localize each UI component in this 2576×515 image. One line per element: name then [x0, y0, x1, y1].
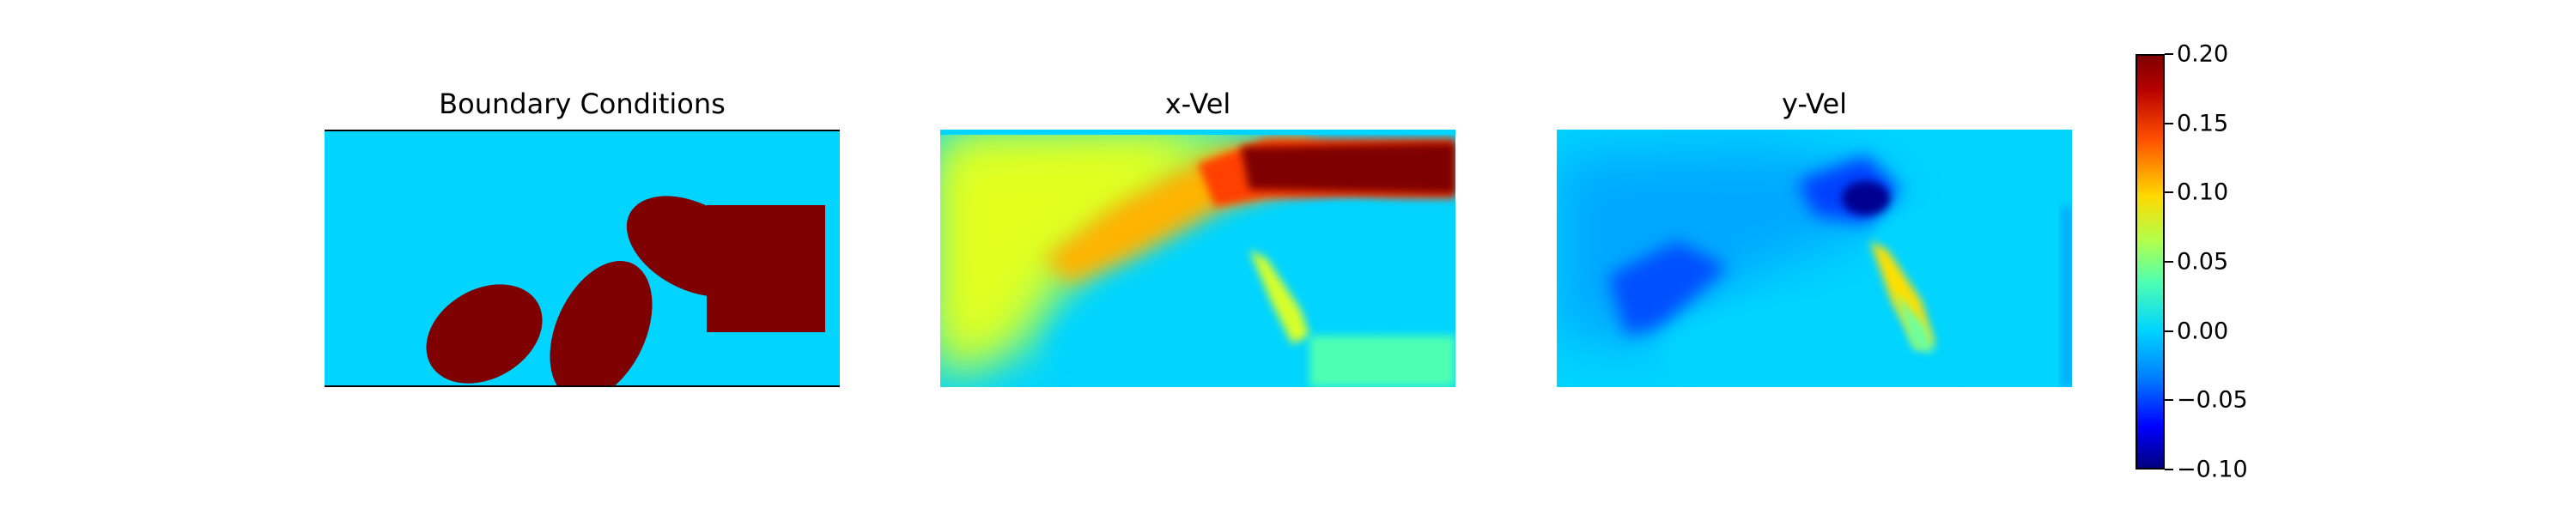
colorbar-tick-mark: [2165, 399, 2173, 402]
colorbar-tick-label: 0.20: [2177, 40, 2229, 68]
yvel-min-spot: [1842, 181, 1890, 215]
colorbar-tick-mark: [2165, 191, 2173, 194]
colorbar-tick-label: 0.15: [2177, 110, 2229, 137]
boundary-geometry: [325, 131, 840, 385]
colorbar-tick-mark: [2165, 330, 2173, 332]
panel-title-xvel: x-Vel: [1164, 88, 1231, 120]
xvel-lower-outflow: [1309, 336, 1455, 387]
obstacle-ellipse-middle: [550, 261, 653, 385]
xvel-top-wall: [940, 130, 1455, 135]
colorbar-tick-label: −0.10: [2177, 456, 2248, 483]
boundary-conditions-plot: [325, 130, 840, 387]
colorbar-tick-mark: [2165, 469, 2173, 470]
yvel-lower-obstacles: [1660, 301, 1952, 387]
x-velocity-plot: [940, 130, 1455, 387]
yvel-right-obstacle: [1866, 203, 2072, 314]
colorbar-tick-mark: [2165, 53, 2173, 55]
obstacle-square: [707, 205, 825, 332]
colorbar-tick-mark: [2165, 122, 2173, 124]
xvel-gap-jet: [1249, 250, 1309, 344]
colorbar-tick-label: 0.00: [2177, 318, 2229, 345]
yvel-lower-left-negative: [1608, 241, 1728, 336]
obstacle-ellipse-left: [426, 284, 543, 384]
xvel-jet-core: [1241, 142, 1455, 194]
colorbar: [2136, 54, 2165, 470]
colorbar-tick-label: −0.05: [2177, 386, 2248, 414]
colorbar-tick-label: 0.10: [2177, 179, 2229, 206]
colorbar-tick-mark: [2165, 261, 2173, 263]
panel-title-boundary: Boundary Conditions: [439, 88, 726, 120]
xvel-right-obstacle: [1245, 203, 1455, 323]
colorbar-tick-label: 0.05: [2177, 248, 2229, 276]
x-velocity-field: [940, 130, 1455, 387]
yvel-gap-wake: [1896, 293, 1935, 353]
y-velocity-field: [1557, 130, 2072, 387]
panel-title-yvel: y-Vel: [1781, 88, 1848, 120]
y-velocity-plot: [1557, 130, 2072, 387]
yvel-right-edge: [2062, 207, 2072, 387]
xvel-lower-obstacles: [1052, 288, 1344, 387]
